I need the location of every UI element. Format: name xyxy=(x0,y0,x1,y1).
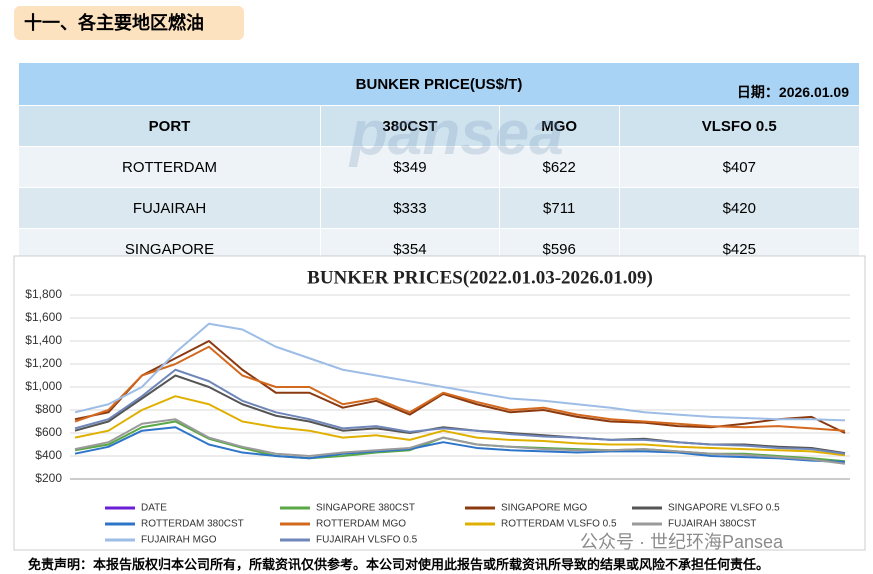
legend-label: SINGAPORE MGO xyxy=(501,503,587,514)
legend-label: FUJAIRAH MGO xyxy=(141,535,217,546)
y-tick-label: $800 xyxy=(35,402,62,416)
y-tick-label: $600 xyxy=(35,425,62,439)
legend-label: SINGAPORE VLSFO 0.5 xyxy=(668,503,780,514)
series-line xyxy=(74,368,846,455)
disclaimer: 免责声明：本报告版权归本公司所有，所载资讯仅供参考。本公司对使用此报告或所载资讯… xyxy=(28,557,770,572)
series-line xyxy=(74,345,846,432)
y-tick-label: $1,000 xyxy=(25,379,62,393)
legend-label: ROTTERDAM MGO xyxy=(316,519,406,530)
y-tick-label: $1,600 xyxy=(25,310,62,324)
series-line xyxy=(74,395,846,457)
col-header: PORT xyxy=(18,105,321,147)
y-tick-label: $1,400 xyxy=(25,333,62,347)
y-tick-label: $200 xyxy=(35,471,62,485)
series-line xyxy=(74,322,846,422)
cell: FUJAIRAH xyxy=(18,187,321,229)
chart-title: BUNKER PRICES(2022.01.03-2026.01.09) xyxy=(307,267,653,288)
chart-frame xyxy=(13,255,866,551)
date: 日期：2026.01.09 xyxy=(736,84,849,100)
series-line xyxy=(74,426,846,463)
cell: $711 xyxy=(498,187,620,229)
cell: ROTTERDAM xyxy=(18,146,321,188)
table-title: BUNKER PRICE(US$/T) xyxy=(355,75,523,93)
legend-label: DATE xyxy=(141,503,167,514)
col-header: 380CST xyxy=(320,105,500,147)
cell: $333 xyxy=(320,187,500,229)
cell: $349 xyxy=(320,146,500,188)
cell: $420 xyxy=(618,187,861,229)
section-title: 十一、各主要地区燃油 xyxy=(14,6,244,40)
table-header: BUNKER PRICE(US$/T) 日期：2026.01.09 xyxy=(18,62,860,106)
y-tick-label: $400 xyxy=(35,448,62,462)
cell: $622 xyxy=(498,146,620,188)
series-line xyxy=(74,418,846,465)
legend-label: ROTTERDAM 380CST xyxy=(141,519,244,530)
legend-label: FUJAIRAH VLSFO 0.5 xyxy=(316,535,418,546)
legend-label: FUJAIRAH 380CST xyxy=(668,519,756,530)
legend-label: SINGAPORE 380CST xyxy=(316,503,415,514)
cell: $407 xyxy=(618,146,861,188)
col-header: VLSFO 0.5 xyxy=(618,105,861,147)
watermark: 公众号 · 世纪环海Pansea xyxy=(580,532,784,552)
y-tick-label: $1,800 xyxy=(25,287,62,301)
col-header: MGO xyxy=(498,105,620,147)
legend-label: ROTTERDAM VLSFO 0.5 xyxy=(501,519,617,530)
y-tick-label: $1,200 xyxy=(25,356,62,370)
